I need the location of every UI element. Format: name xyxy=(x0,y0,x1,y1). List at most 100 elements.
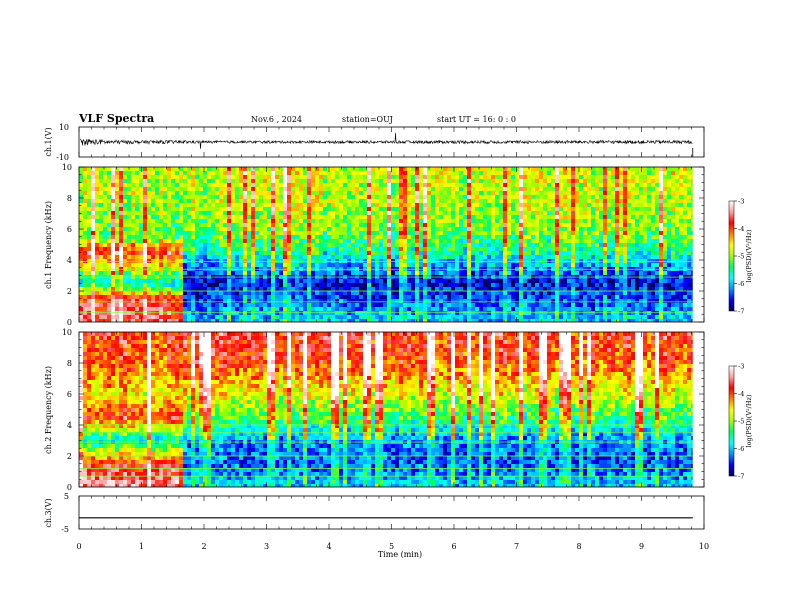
ch1-spectrogram-cell xyxy=(99,259,103,263)
ch1-spectrogram-cell xyxy=(451,203,455,207)
ch1-spectrogram-cell xyxy=(311,243,315,247)
ch1-spectrogram-cell xyxy=(155,247,159,251)
ch1-spectrogram-cell xyxy=(247,239,251,243)
ch1-spectrogram-cell xyxy=(307,295,311,299)
ch1-spectrogram-cell xyxy=(171,211,175,215)
ch1-spectrogram-cell xyxy=(547,283,551,287)
ch1-spectrogram-cell xyxy=(415,239,419,243)
ch1-spectrogram-cell xyxy=(251,283,255,287)
ch1-spectrogram-cell xyxy=(251,299,255,303)
ch1-spectrogram-cell xyxy=(495,303,499,307)
ch1-spectrogram-cell xyxy=(503,315,507,319)
ch1-spectrogram-cell xyxy=(387,315,391,319)
ch1-spectrogram-cell xyxy=(291,235,295,239)
ch1-spectrogram-cell xyxy=(127,295,131,299)
ch1-spectrogram-cell xyxy=(159,171,163,175)
ch1-spectrogram-cell xyxy=(143,227,147,231)
ch1-spectrogram-cell xyxy=(395,231,399,235)
ch1-spectrogram-cell xyxy=(539,315,543,319)
ch1-spectrogram-cell xyxy=(311,167,315,171)
ch1-spectrogram-cell xyxy=(523,263,527,267)
ch1-spectrogram-cell xyxy=(355,167,359,171)
ch1-spectrogram-cell xyxy=(107,291,111,295)
ch1-spectrogram-cell xyxy=(423,239,427,243)
ch1-spectrogram-cell xyxy=(151,279,155,283)
ch1-spectrogram-cell xyxy=(555,199,559,203)
ch1-spectrogram-cell xyxy=(339,247,343,251)
ch1-spectrogram-cell xyxy=(319,303,323,307)
ch1-spectrogram-cell xyxy=(147,167,151,171)
ch1-spectrogram-cell xyxy=(499,283,503,287)
ch1-spectrogram-cell xyxy=(215,195,219,199)
ch1-spectrogram-cell xyxy=(123,187,127,191)
ch1-spectrogram-cell xyxy=(119,287,123,291)
ch1-spectrogram-cell xyxy=(147,195,151,199)
ch1-spectrogram-cell xyxy=(199,179,203,183)
ch1-spectrogram-cell xyxy=(143,283,147,287)
ch1-spectrogram-cell xyxy=(407,255,411,259)
ch1-spectrogram-cell xyxy=(179,227,183,231)
ch1-spectrogram-cell xyxy=(295,259,299,263)
ch1-spectrogram-cell xyxy=(83,295,87,299)
ch1-spectrogram-cell xyxy=(339,271,343,275)
ch1-spectrogram-cell xyxy=(263,283,267,287)
start-time-label: start UT = 16: 0 : 0 xyxy=(437,115,516,124)
ch1-spectrogram-cell xyxy=(303,195,307,199)
ch1-spectrogram-cell xyxy=(391,263,395,267)
ch1-spectrogram-cell xyxy=(543,215,547,219)
ch1-spectrogram-cell xyxy=(135,287,139,291)
ch1-spectrogram-cell xyxy=(467,251,471,255)
ch1-spectrogram-cell xyxy=(379,283,383,287)
ch1-spectrogram-cell xyxy=(351,235,355,239)
ch1-spectrogram-cell xyxy=(523,295,527,299)
ch1-spectrogram-cell xyxy=(279,283,283,287)
ch1-spectrogram-cell xyxy=(371,211,375,215)
ch1-spectrogram-cell xyxy=(199,299,203,303)
ch1-spectrogram-cell xyxy=(563,247,567,251)
ch1-spectrogram-cell xyxy=(99,271,103,275)
ch1-spectrogram-cell xyxy=(227,307,231,311)
ch1-spectrogram-cell xyxy=(147,191,151,195)
ch1-spectrogram-cell xyxy=(383,211,387,215)
ch1-spectrogram-cell xyxy=(531,239,535,243)
ch1-spectrogram-cell xyxy=(563,179,567,183)
ch1-spectrogram-cell xyxy=(287,175,291,179)
ch1-spectrogram-cell xyxy=(423,243,427,247)
ch1-spectrogram-cell xyxy=(247,251,251,255)
ch1-spectrogram-cell xyxy=(267,207,271,211)
ch1-spectrogram-cell xyxy=(323,299,327,303)
ch1-spectrogram-cell xyxy=(119,191,123,195)
ch1-spectrogram-cell xyxy=(143,287,147,291)
ch1-spectrogram-cell xyxy=(91,175,95,179)
ch1-spectrogram-cell xyxy=(471,259,475,263)
ch1-spectrogram-cell xyxy=(531,247,535,251)
ch1-spectrogram-cell xyxy=(507,175,511,179)
ch1-spectrogram-cell xyxy=(335,299,339,303)
ch1-spectrogram-cell xyxy=(299,251,303,255)
ch1-spectrogram-cell xyxy=(483,211,487,215)
ch1-spectrogram-cell xyxy=(355,191,359,195)
ch1-spectrogram-cell xyxy=(283,211,287,215)
ch1-spectrogram-cell xyxy=(283,231,287,235)
ch1-spectrogram-cell xyxy=(543,315,547,319)
ch1-spectrogram-cell xyxy=(239,167,243,171)
ch1-spectrogram-cell xyxy=(511,167,515,171)
ch1-spectrogram-cell xyxy=(555,171,559,175)
ch1-spectrogram-cell xyxy=(211,223,215,227)
ch1-spectrogram-cell xyxy=(451,259,455,263)
ch1-spectrogram-cell xyxy=(475,247,479,251)
ch1-spectrogram-cell xyxy=(431,231,435,235)
ch1-spectrogram-cell xyxy=(295,263,299,267)
ch1-spectrogram-cell xyxy=(187,195,191,199)
ch1-spectrogram-cell xyxy=(163,299,167,303)
ch1-spectrogram-cell xyxy=(179,191,183,195)
ch1-spectrogram-cell xyxy=(367,315,371,319)
ch1-spectrogram-cell xyxy=(291,179,295,183)
ch1-spectrogram-cell xyxy=(307,211,311,215)
ch1-spectrogram-cell xyxy=(259,187,263,191)
ch1-spectrogram-cell xyxy=(555,239,559,243)
ch1-spectrogram-cell xyxy=(187,291,191,295)
ch1-spectrogram-cell xyxy=(195,259,199,263)
ch1-spectrogram-cell xyxy=(191,251,195,255)
ch1-spectrogram-cell xyxy=(431,315,435,319)
